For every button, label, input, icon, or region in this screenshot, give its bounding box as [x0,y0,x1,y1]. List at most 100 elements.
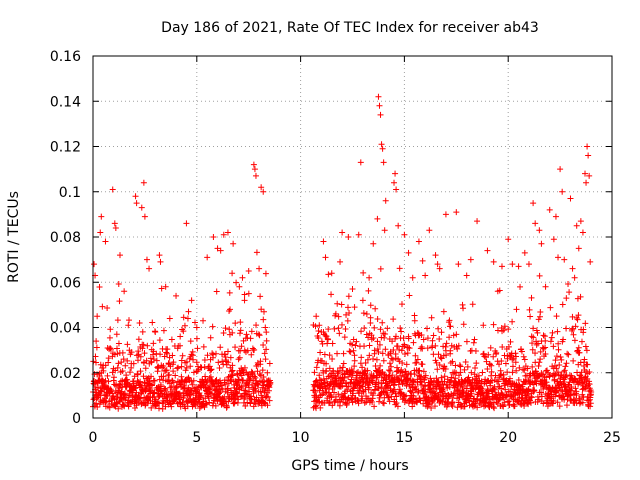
data-point [379,350,386,357]
data-point [312,323,319,330]
data-point [496,361,503,368]
data-point [521,367,528,374]
data-point [350,390,357,397]
data-point [493,349,500,356]
data-point [455,372,462,379]
data-point [588,388,595,395]
data-point [393,186,400,193]
data-point [459,384,466,391]
data-point [530,325,537,332]
data-point [217,389,224,396]
data-point [395,222,402,229]
data-point [436,382,443,389]
data-point [102,377,109,384]
data-point [429,337,436,344]
data-point [312,389,319,396]
data-point [105,359,112,366]
data-point [181,322,188,329]
data-point [460,321,467,328]
data-point [561,378,568,385]
data-point [350,347,357,354]
data-point [446,334,453,341]
x-tick-label: 0 [89,430,98,446]
data-point [110,374,117,381]
data-point [509,363,516,370]
data-point [507,338,514,345]
data-point [416,367,423,374]
data-point [318,380,325,387]
data-point [160,373,167,380]
data-point [405,249,412,256]
data-point [371,386,378,393]
data-point [233,279,240,286]
data-point [377,111,384,118]
data-point [241,297,248,304]
data-point [226,326,233,333]
data-point [430,332,437,339]
data-point [180,314,187,321]
data-point [124,376,131,383]
data-point [513,367,520,374]
x-axis-title: GPS time / hours [291,458,408,474]
data-point [559,301,566,308]
data-point [420,336,427,343]
data-point [537,308,544,315]
data-point [363,310,370,317]
data-point [394,343,401,350]
data-point [381,227,388,234]
data-point [168,403,175,410]
data-point [253,322,260,329]
data-point [169,390,176,397]
data-point [151,328,158,335]
data-point [231,400,238,407]
data-point [234,371,241,378]
data-point [323,367,330,374]
y-tick-label: 0.06 [50,275,81,291]
data-point [97,229,104,236]
data-point [143,256,150,263]
data-point [201,404,208,411]
data-point [509,356,516,363]
data-point [460,305,467,312]
data-point [553,388,560,395]
data-point [178,383,185,390]
data-point [116,298,123,305]
data-point [449,403,456,410]
data-point [125,392,132,399]
data-point [542,351,549,358]
data-point [325,271,332,278]
data-point [224,386,231,393]
data-point [360,269,367,276]
data-point [311,369,318,376]
data-point [422,272,429,279]
data-point [380,159,387,166]
data-point [263,346,270,353]
data-point [427,375,434,382]
data-point [207,334,214,341]
data-point [393,393,400,400]
data-point [375,93,382,100]
data-point [429,399,436,406]
data-point [424,345,431,352]
data-point [180,328,187,335]
data-point [405,335,412,342]
data-point [200,317,207,324]
data-point [459,301,466,308]
data-point [236,330,243,337]
data-point [357,159,364,166]
data-point [565,351,572,358]
data-point [586,172,593,179]
data-point [372,305,379,312]
data-point [336,330,343,337]
data-point [260,341,267,348]
data-point [571,337,578,344]
data-point [344,304,351,311]
data-point [436,362,443,369]
data-point [553,353,560,360]
data-point [537,356,544,363]
data-point [586,369,593,376]
data-point [313,313,320,320]
data-point [184,315,191,322]
data-point [345,383,352,390]
data-point [401,231,408,238]
